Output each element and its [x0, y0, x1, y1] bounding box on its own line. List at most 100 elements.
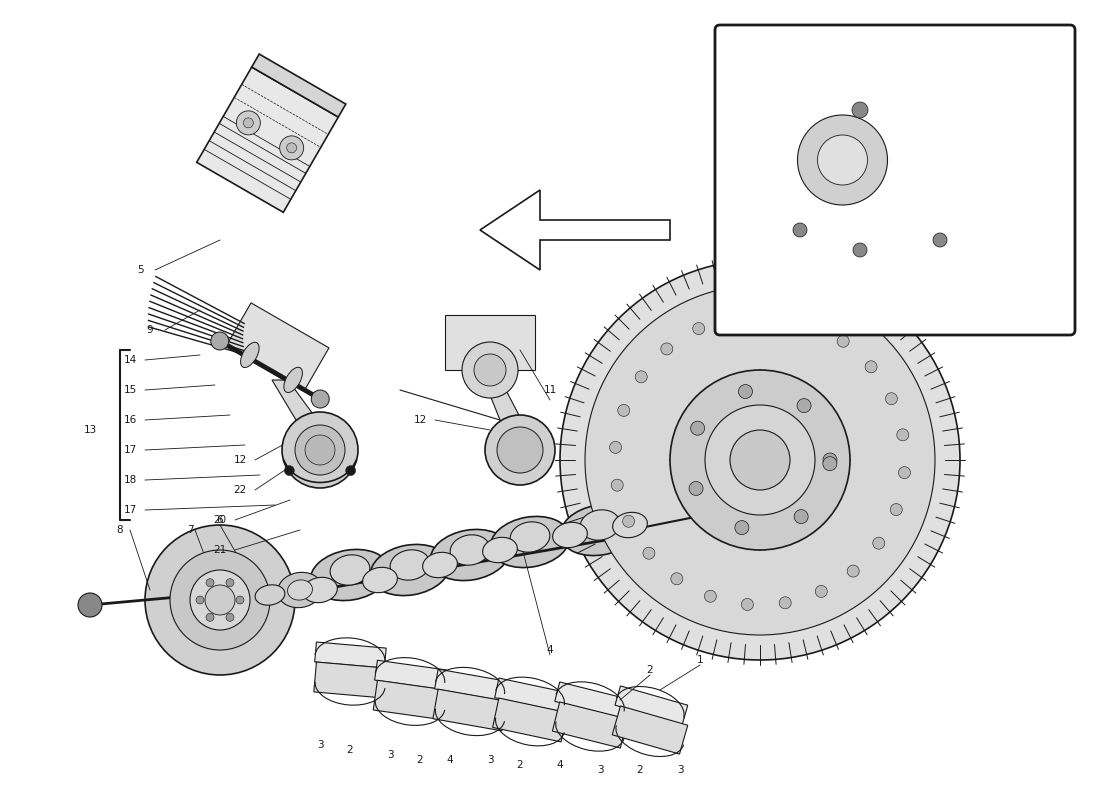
- Ellipse shape: [483, 538, 517, 562]
- Circle shape: [852, 243, 867, 257]
- Ellipse shape: [552, 522, 587, 548]
- Text: 23: 23: [834, 65, 847, 75]
- Circle shape: [767, 310, 779, 322]
- Circle shape: [170, 550, 270, 650]
- Ellipse shape: [580, 510, 620, 540]
- Ellipse shape: [510, 522, 550, 552]
- Polygon shape: [446, 315, 535, 370]
- Circle shape: [485, 415, 556, 485]
- Circle shape: [872, 537, 884, 549]
- Circle shape: [635, 371, 647, 383]
- Circle shape: [560, 260, 960, 660]
- Circle shape: [899, 466, 911, 478]
- Polygon shape: [554, 682, 628, 718]
- Circle shape: [738, 385, 752, 398]
- Circle shape: [804, 318, 815, 330]
- Text: 2: 2: [517, 760, 524, 770]
- Circle shape: [704, 590, 716, 602]
- Circle shape: [462, 342, 518, 398]
- Ellipse shape: [560, 505, 639, 555]
- Text: 4: 4: [547, 645, 553, 655]
- Circle shape: [226, 614, 234, 622]
- Circle shape: [823, 457, 837, 470]
- Polygon shape: [373, 680, 447, 720]
- Text: 4: 4: [557, 760, 563, 770]
- Circle shape: [206, 578, 214, 586]
- Circle shape: [705, 405, 815, 515]
- Circle shape: [689, 482, 703, 495]
- Ellipse shape: [302, 578, 338, 602]
- Text: 2: 2: [647, 665, 653, 675]
- Text: 18: 18: [123, 475, 136, 485]
- Polygon shape: [197, 67, 339, 212]
- Polygon shape: [493, 698, 568, 742]
- Circle shape: [933, 233, 947, 247]
- Circle shape: [612, 479, 624, 491]
- Circle shape: [196, 596, 204, 604]
- Text: 3: 3: [486, 755, 493, 765]
- Polygon shape: [272, 380, 332, 440]
- Circle shape: [847, 565, 859, 577]
- Polygon shape: [613, 706, 688, 754]
- Text: 2: 2: [637, 765, 644, 775]
- Text: 10: 10: [223, 615, 236, 625]
- Polygon shape: [495, 678, 568, 712]
- Text: 17: 17: [123, 445, 136, 455]
- Text: 14: 14: [123, 355, 136, 365]
- Circle shape: [693, 322, 705, 334]
- Polygon shape: [252, 54, 345, 117]
- FancyBboxPatch shape: [715, 25, 1075, 335]
- Circle shape: [295, 425, 345, 475]
- Ellipse shape: [255, 585, 285, 605]
- Text: 17: 17: [123, 505, 136, 515]
- Text: 2: 2: [346, 745, 353, 755]
- Ellipse shape: [613, 512, 648, 538]
- Circle shape: [285, 466, 295, 475]
- Text: 5: 5: [136, 265, 143, 275]
- Circle shape: [852, 102, 868, 118]
- Circle shape: [145, 525, 295, 675]
- Text: 9: 9: [146, 325, 153, 335]
- Circle shape: [661, 343, 673, 355]
- Circle shape: [236, 596, 244, 604]
- Polygon shape: [480, 190, 670, 270]
- Text: 8: 8: [117, 525, 123, 535]
- Text: 1: 1: [696, 655, 703, 665]
- Circle shape: [670, 370, 850, 550]
- Circle shape: [211, 332, 229, 350]
- Text: 22: 22: [233, 485, 246, 495]
- Circle shape: [497, 427, 543, 473]
- Text: 16: 16: [123, 415, 136, 425]
- Circle shape: [691, 422, 705, 435]
- Circle shape: [642, 547, 654, 559]
- Circle shape: [817, 135, 868, 185]
- Text: 12: 12: [233, 455, 246, 465]
- Polygon shape: [482, 375, 532, 440]
- Circle shape: [618, 405, 629, 417]
- Ellipse shape: [450, 535, 490, 565]
- Ellipse shape: [390, 550, 430, 580]
- Ellipse shape: [330, 555, 370, 585]
- Ellipse shape: [310, 550, 389, 601]
- Polygon shape: [315, 642, 386, 668]
- Ellipse shape: [241, 342, 260, 367]
- Circle shape: [837, 335, 849, 347]
- Circle shape: [609, 442, 622, 454]
- Text: 3: 3: [676, 765, 683, 775]
- Text: 3: 3: [596, 765, 603, 775]
- Text: 6: 6: [217, 515, 223, 525]
- Text: 11: 11: [543, 385, 557, 395]
- Circle shape: [815, 586, 827, 598]
- Circle shape: [794, 510, 808, 524]
- Text: 24: 24: [923, 305, 936, 315]
- Circle shape: [305, 435, 336, 465]
- Circle shape: [798, 398, 811, 413]
- Text: 4: 4: [447, 755, 453, 765]
- Circle shape: [823, 453, 837, 467]
- Circle shape: [243, 118, 253, 128]
- Polygon shape: [615, 686, 688, 725]
- Circle shape: [282, 412, 358, 488]
- Text: 13: 13: [84, 425, 97, 435]
- Circle shape: [779, 597, 791, 609]
- Circle shape: [865, 361, 877, 373]
